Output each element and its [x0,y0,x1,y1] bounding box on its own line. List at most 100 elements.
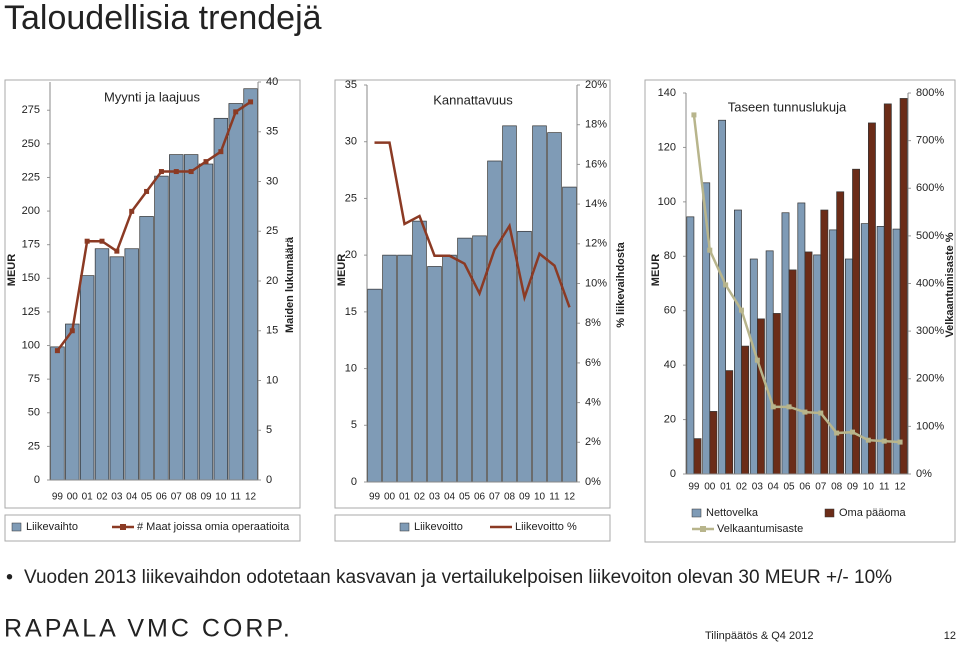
x-tick-label: 11 [231,492,242,503]
bar [183,154,199,481]
x-tick-label: 01 [82,492,94,503]
x-tick-label: 08 [186,492,198,503]
y-tick-label: 60 [664,305,676,317]
y-tick-label: 140 [658,87,676,99]
x-tick-label: 99 [52,492,64,503]
line-marker [218,149,224,155]
x-tick-label: 10 [215,492,227,503]
bar [820,209,829,475]
legend-frame [334,514,611,542]
y-tick-label: 0 [34,474,40,486]
bar [883,103,892,475]
x-tick-label: 05 [141,492,153,503]
x-tick-label: 11 [549,492,560,503]
logo: RAPALA VMC CORP. [4,615,293,643]
bar [427,266,442,483]
line-marker [850,429,855,435]
line-marker [54,348,60,354]
y2-tick-label: 100% [916,420,944,432]
y2-tick-label: 15 [266,325,278,337]
slide-title: Taloudellisia trendejä [4,0,322,37]
chart-frame [4,79,301,509]
x-tick-label: 06 [799,482,811,493]
bar [709,411,718,475]
x-tick-label: 01 [399,492,411,503]
bar [693,438,702,475]
x-tick-label: 02 [414,492,426,503]
legend-label: Liikevaihto [26,521,78,533]
line-marker [84,238,90,244]
line-marker [129,208,135,214]
line-marker [69,328,75,334]
y-tick-label: 25 [28,440,40,452]
line-marker [99,238,105,244]
bar [154,175,169,481]
line-marker [802,409,808,415]
bar [532,125,547,483]
line-marker [233,109,239,115]
line-marker [248,99,254,105]
bar [50,346,65,481]
y2-tick-label: 200% [916,373,944,385]
line-marker [754,357,760,363]
y-tick-label: 10 [345,362,357,374]
bar [502,125,517,483]
x-tick-label: 12 [564,492,576,503]
y-tick-label: 125 [22,306,40,318]
y-tick-label: 175 [22,239,40,251]
y-tick-label: 40 [664,359,676,371]
y-tick-label: 0 [351,476,357,488]
bar [788,269,797,475]
y2-tick-label: 2% [585,436,601,448]
y2-tick-label: 30 [266,175,278,187]
bar [94,248,110,481]
bar [845,258,853,475]
y2-tick-label: 25 [266,225,278,237]
line-marker [739,307,744,313]
x-tick-label: 11 [879,482,890,493]
bar [749,258,758,475]
y2-tick-label: 20 [266,275,278,287]
y2-axis-title: Velkaantumisaste % [944,232,956,337]
bar [109,256,125,481]
bar [562,186,577,483]
line-marker [203,159,209,165]
bar [124,248,139,481]
y2-tick-label: 8% [585,317,601,329]
y2-tick-label: 16% [585,158,607,170]
bar [718,119,726,475]
bar [686,216,695,475]
bar [547,132,562,483]
x-tick-label: 08 [831,482,843,493]
y2-tick-label: 400% [916,277,944,289]
footer-report: Tilinpäätös & Q4 2012 [705,630,813,642]
y2-tick-label: 10 [266,374,278,386]
line-marker [173,169,179,175]
legend-label: Velkaantumisaste [717,523,803,535]
legend-swatch [824,508,835,518]
line-marker [723,282,729,288]
bar [852,168,860,475]
y-axis-title: MEUR [6,254,18,286]
x-tick-label: 03 [429,492,441,503]
x-tick-label: 09 [200,492,212,503]
y2-tick-label: 40 [266,76,278,88]
y-tick-label: 100 [658,196,676,208]
x-tick-label: 04 [126,492,138,503]
line-marker [834,430,840,436]
x-tick-label: 09 [519,492,531,503]
x-tick-label: 12 [245,492,257,503]
bar [397,254,412,483]
bar [797,202,806,475]
y-tick-label: 25 [345,192,357,204]
bar [772,313,781,475]
line [374,141,571,308]
line-marker [897,439,903,445]
y-tick-label: 150 [22,272,40,284]
bar [899,98,908,475]
bar [765,250,774,475]
bar [412,220,427,483]
y-axis-title: MEUR [336,254,348,286]
line-marker [114,248,120,254]
